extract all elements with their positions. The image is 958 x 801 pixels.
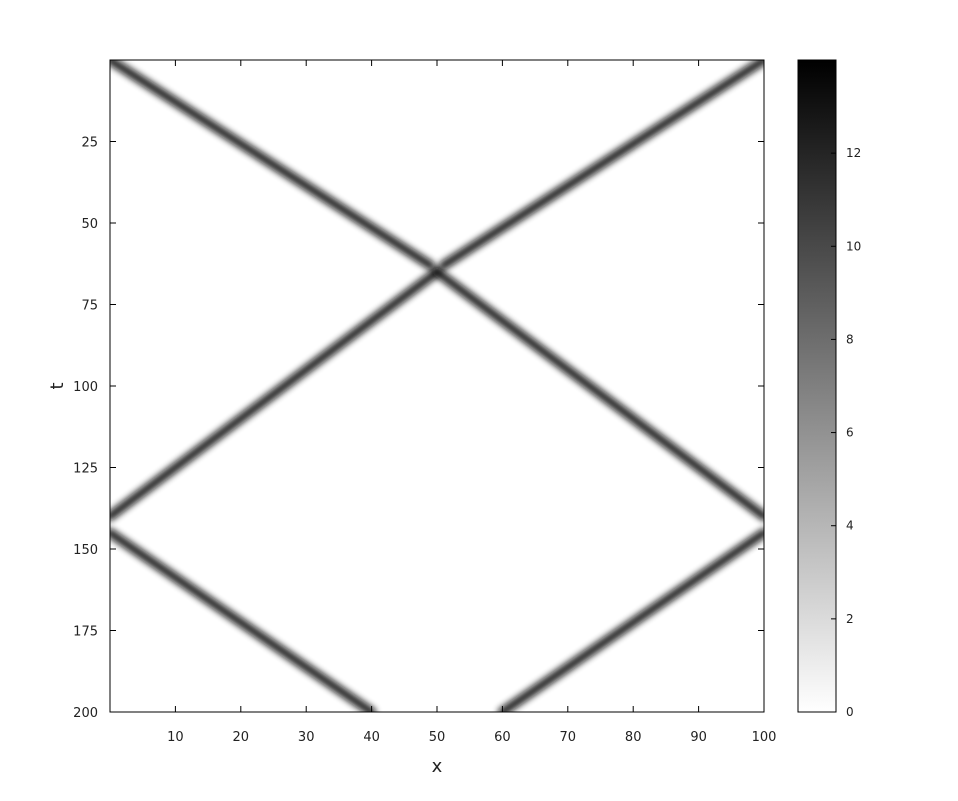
ridge-2 <box>439 60 764 270</box>
x-tick-label: 100 <box>752 730 777 745</box>
x-tick-label: 40 <box>363 730 380 745</box>
ridge-5 <box>110 528 377 712</box>
y-tick-label: 125 <box>73 462 98 477</box>
y-tick-label: 50 <box>81 217 98 232</box>
y-tick-label: 100 <box>73 380 98 395</box>
colorbar-tick-label: 10 <box>846 239 861 253</box>
colorbar-ticks: 0 2 4 6 8 10 12 <box>831 146 861 719</box>
colorbar-tick-label: 0 <box>846 705 854 719</box>
ridge-6 <box>497 528 764 712</box>
plot-background <box>110 60 764 712</box>
x-tick-label: 30 <box>298 730 315 745</box>
plot-area: 10 20 30 40 50 60 70 80 90 100 25 50 75 100 125 150 175… <box>47 59 776 777</box>
x-tick-label: 80 <box>625 730 642 745</box>
x-axis-label: x <box>432 756 443 777</box>
ridge-3 <box>110 267 442 521</box>
x-tick-label: 50 <box>429 730 446 745</box>
colorbar-tick-label: 8 <box>846 332 854 346</box>
colorbar-tick-label: 12 <box>846 146 861 160</box>
colorbar-tick-label: 6 <box>846 426 854 440</box>
colorbar-tick-label: 2 <box>846 612 854 626</box>
y-axis: 25 50 75 100 125 150 175 200 <box>73 136 764 721</box>
y-tick-label: 75 <box>81 299 98 314</box>
y-tick-label: 175 <box>73 625 98 640</box>
y-axis-label: t <box>47 382 68 389</box>
x-tick-label: 90 <box>690 730 707 745</box>
x-tick-label: 60 <box>494 730 511 745</box>
ridge-4 <box>432 267 764 521</box>
y-tick-label: 150 <box>73 543 98 558</box>
y-tick-label: 25 <box>81 136 98 151</box>
x-tick-label: 20 <box>233 730 250 745</box>
x-tick-label: 70 <box>560 730 577 745</box>
x-axis: 10 20 30 40 50 60 70 80 90 100 <box>167 60 776 745</box>
y-tick-label: 200 <box>73 706 98 721</box>
heatmap-ridges <box>110 60 764 712</box>
colorbar-gradient <box>797 59 837 713</box>
x-tick-label: 10 <box>167 730 184 745</box>
colorbar-tick-label: 4 <box>846 519 854 533</box>
ridge-1 <box>110 60 435 270</box>
colorbar: 0 2 4 6 8 10 12 <box>797 59 861 719</box>
